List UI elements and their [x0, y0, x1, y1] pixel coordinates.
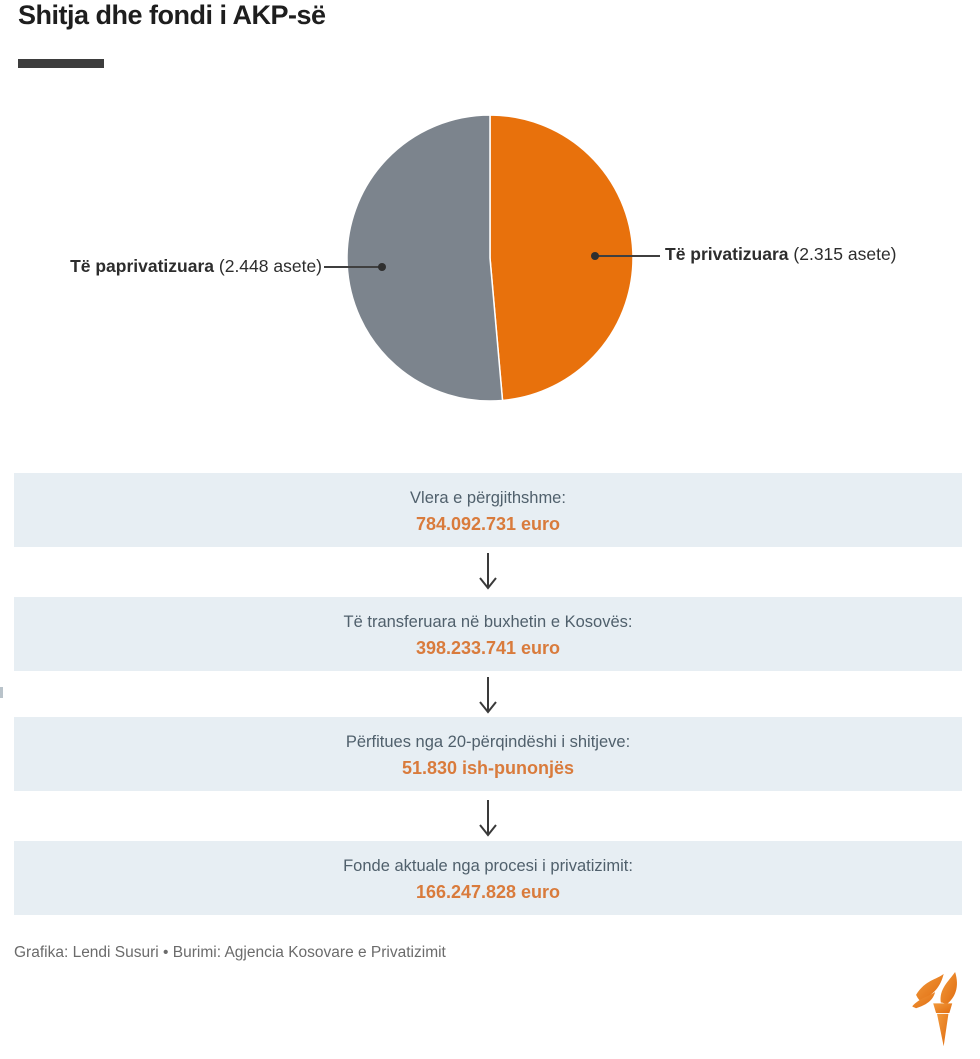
left-leader-dot: [378, 263, 386, 271]
down-arrow-icon: [479, 553, 497, 590]
pie-label-privatized: Të privatizuara (2.315 asete): [665, 244, 897, 265]
title-underline-bar: [18, 59, 104, 68]
flow-box-label: Vlera e përgjithshme:: [410, 489, 566, 507]
down-arrow-icon: [479, 800, 497, 837]
flow-box-value: 51.830 ish-punonjës: [401, 758, 575, 778]
flow-box-label: Të transferuara në buxhetin e Kosovës:: [343, 613, 633, 631]
pie-label-privatized-name: Të privatizuara: [665, 244, 789, 264]
pie-label-privatized-count: (2.315 asete): [788, 244, 897, 264]
down-arrow-icon: [479, 677, 497, 714]
pie-slice-0: [489, 114, 634, 402]
torch-cone: [937, 1013, 949, 1047]
rferl-torch-logo: [912, 972, 957, 1047]
flow-box-total-value: Vlera e përgjithshme: 784.092.731 euro: [14, 473, 962, 547]
flow-box-beneficiaries: Përfitues nga 20-përqindëshi i shitjeve:…: [14, 717, 962, 791]
left-edge-artifact: [0, 687, 3, 698]
flow-box-value: 166.247.828 euro: [415, 882, 561, 902]
credit-source-text: Grafika: Lendi Susuri • Burimi: Agjencia…: [14, 944, 446, 961]
left-leader-line: [324, 266, 381, 268]
torch-flame-left-lower: [912, 992, 936, 1009]
torch-flame-left-upper: [916, 973, 944, 1001]
pie-label-unprivatized-name: Të paprivatizuara: [70, 256, 215, 276]
flow-box-value: 398.233.741 euro: [415, 638, 561, 658]
pie-slice-1: [346, 114, 504, 402]
page-title: Shitja dhe fondi i AKP-së: [18, 0, 326, 30]
flow-box-transferred-budget: Të transferuara në buxhetin e Kosovës: 3…: [14, 597, 962, 671]
right-leader-dot: [591, 252, 599, 260]
torch-flame-main: [940, 972, 957, 1005]
right-leader-line: [598, 255, 660, 257]
torch-cup: [933, 1003, 953, 1013]
flow-box-value: 784.092.731 euro: [415, 514, 561, 534]
pie-label-unprivatized: Të paprivatizuara (2.448 asete): [70, 256, 322, 277]
flow-box-label: Fonde aktuale nga procesi i privatizimit…: [343, 857, 633, 875]
pie-label-unprivatized-count: (2.448 asete): [214, 256, 322, 276]
pie-chart: [346, 114, 634, 402]
flow-box-current-funds: Fonde aktuale nga procesi i privatizimit…: [14, 841, 962, 915]
flow-box-label: Përfitues nga 20-përqindëshi i shitjeve:: [345, 733, 631, 751]
